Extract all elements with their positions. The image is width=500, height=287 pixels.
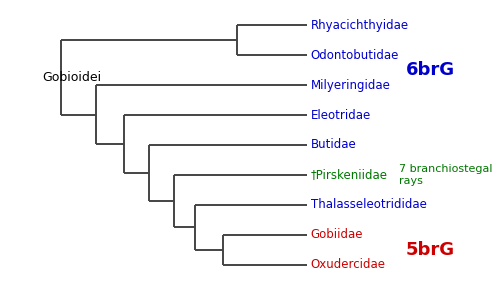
Text: Odontobutidae: Odontobutidae [310,49,399,62]
Text: Milyeringidae: Milyeringidae [310,79,390,92]
Text: 7 branchiostegal
rays: 7 branchiostegal rays [398,164,492,186]
Text: 5brG: 5brG [406,241,455,259]
Text: 6brG: 6brG [406,61,455,79]
Text: Eleotridae: Eleotridae [310,108,371,122]
Text: Butidae: Butidae [310,139,356,152]
Text: Oxudercidae: Oxudercidae [310,258,386,271]
Text: Rhyacichthyidae: Rhyacichthyidae [310,19,409,32]
Text: †Pirskeniidae: †Pirskeniidae [310,168,388,181]
Text: Gobiidae: Gobiidae [310,228,363,241]
Text: Gobioidei: Gobioidei [42,71,101,84]
Text: Thalasseleotrididae: Thalasseleotrididae [310,198,426,211]
